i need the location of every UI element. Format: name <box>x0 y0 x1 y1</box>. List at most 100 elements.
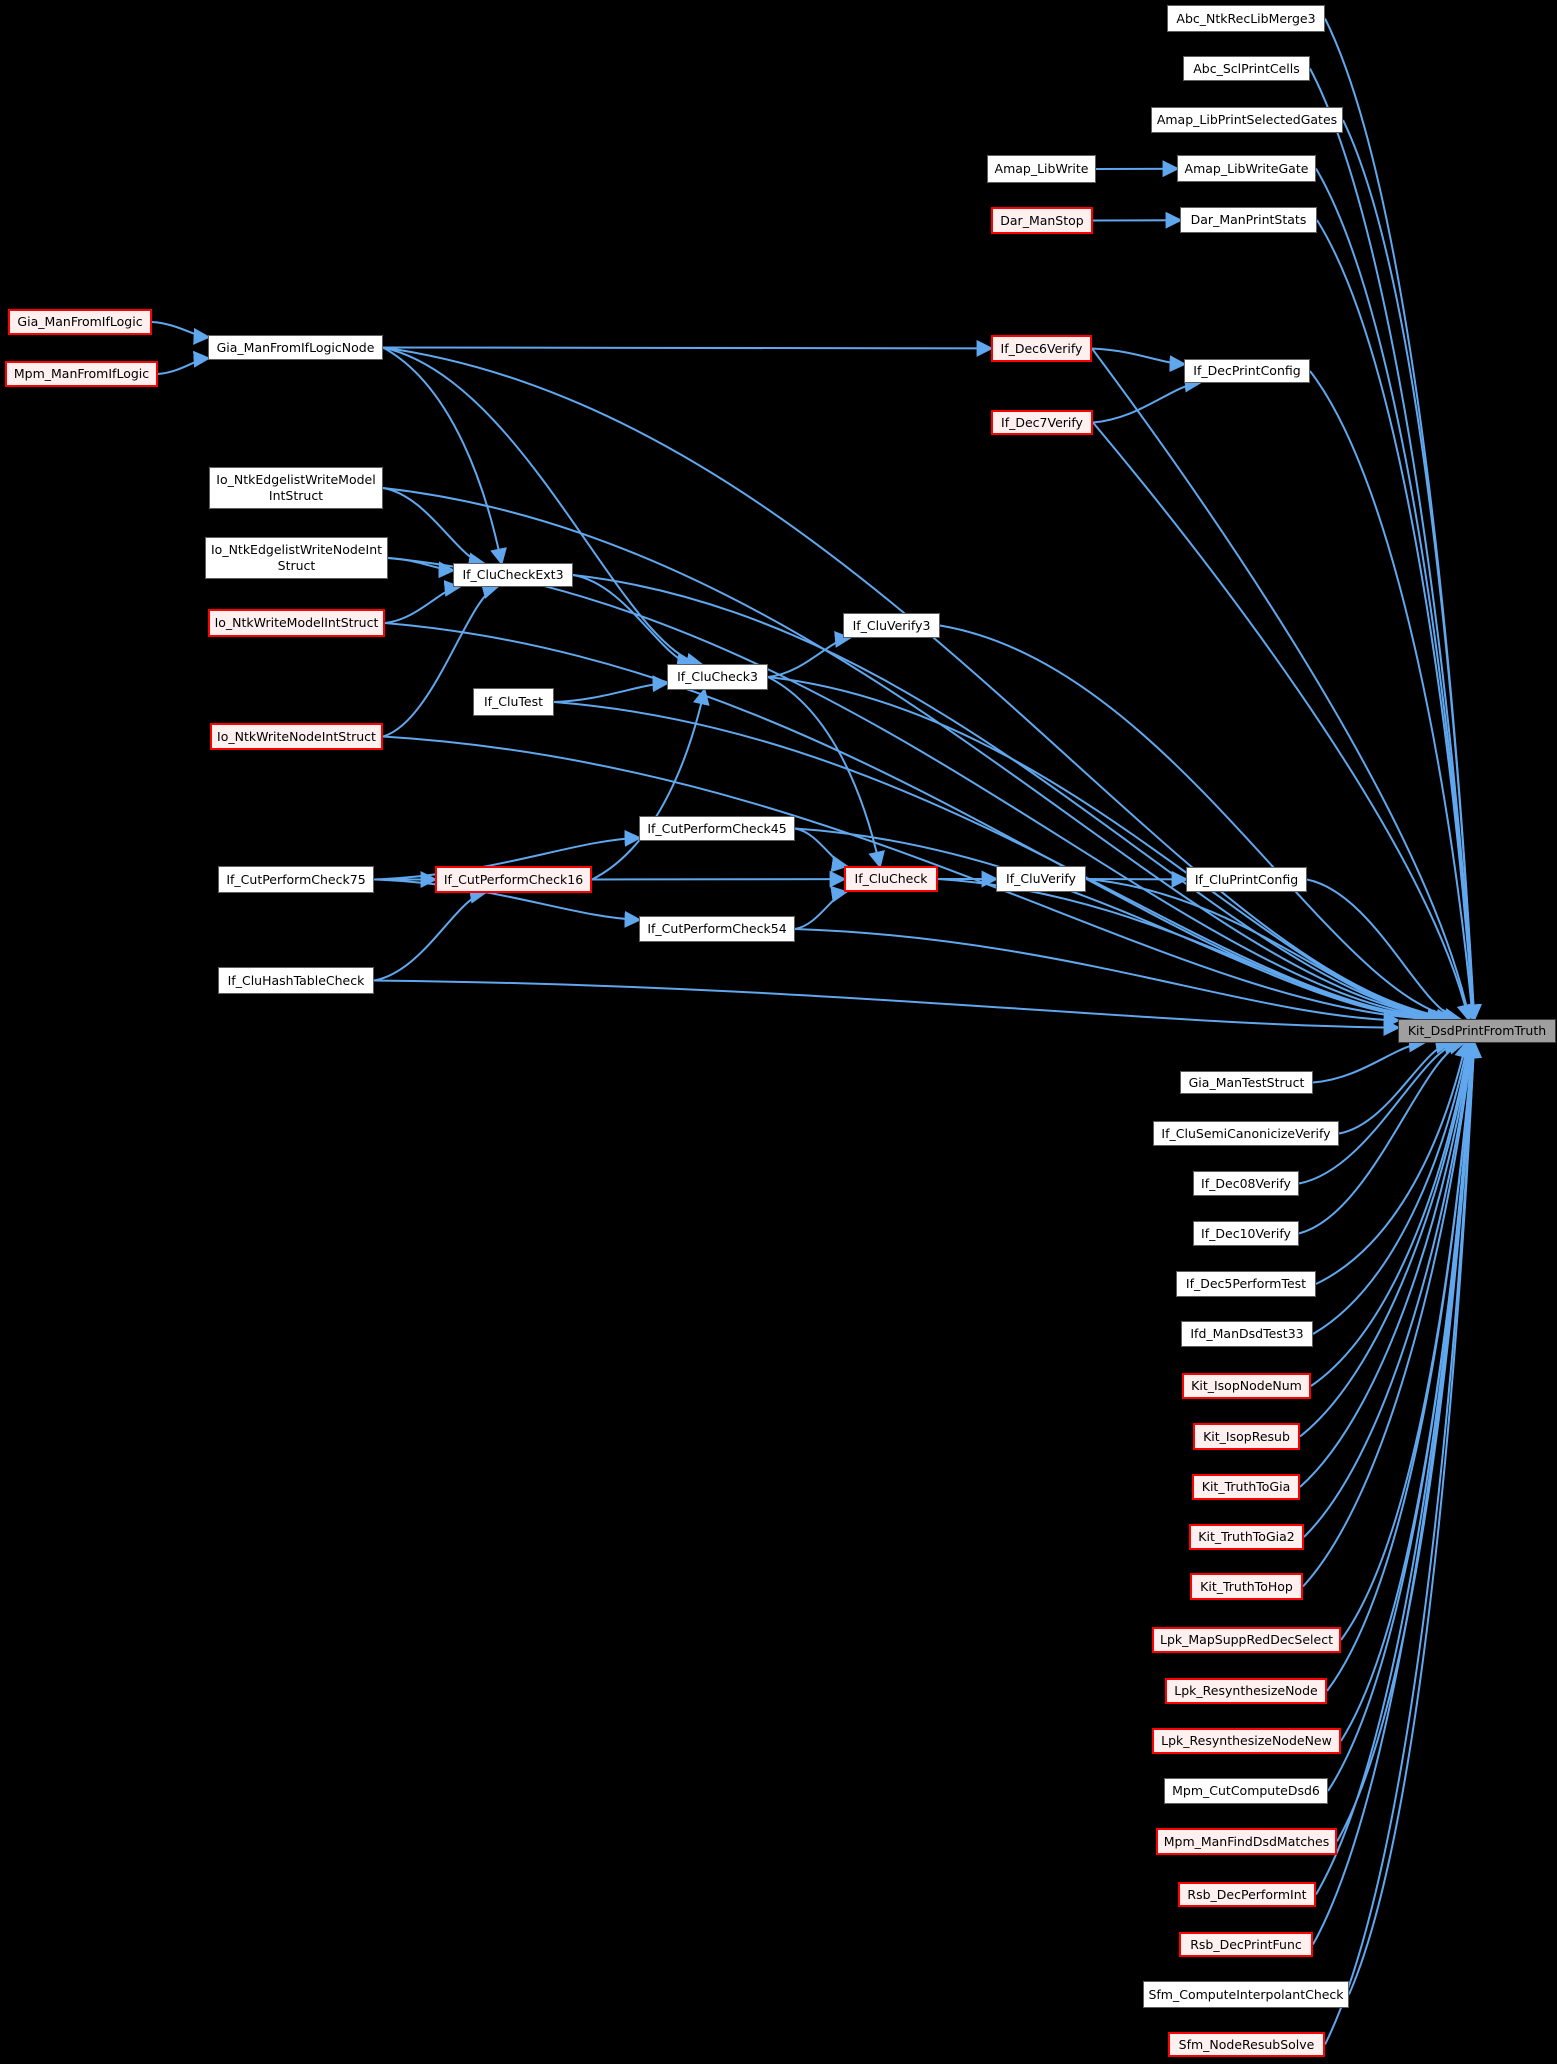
node-If_CutPerformCheck45[interactable]: If_CutPerformCheck45 <box>639 816 795 841</box>
node-If_CluPrintConfig[interactable]: If_CluPrintConfig <box>1186 867 1307 892</box>
node-Io_NtkWriteModelIntStruct[interactable]: Io_NtkWriteModelIntStruct <box>208 609 385 637</box>
node-Abc_NtkRecLibMerge3[interactable]: Abc_NtkRecLibMerge3 <box>1167 5 1325 32</box>
node-Gia_ManTestStruct[interactable]: Gia_ManTestStruct <box>1180 1071 1313 1094</box>
node-If_CutPerformCheck75[interactable]: If_CutPerformCheck75 <box>218 866 374 893</box>
node-Lpk_ResynthesizeNode[interactable]: Lpk_ResynthesizeNode <box>1165 1678 1327 1704</box>
edge-If_Dec5PerformTest-Kit_DsdPrintFromTruth <box>1315 1040 1471 1285</box>
edge-If_Dec08Verify-Kit_DsdPrintFromTruth <box>1298 1037 1462 1185</box>
edge-Gia_ManFromIfLogicNode-Kit_DsdPrintFromTruth <box>382 346 1459 1026</box>
node-Kit_TruthToHop[interactable]: Kit_TruthToHop <box>1190 1573 1303 1600</box>
edge-If_CutPerformCheck54-If_CluCheck <box>794 885 849 930</box>
edge-If_CluCheckExt3-If_CluCheck3 <box>572 574 694 671</box>
edge-Kit_TruthToGia-Kit_DsdPrintFromTruth <box>1299 1040 1478 1488</box>
edge-If_CluSemiCanonicizeVerify-Kit_DsdPrintFromTruth <box>1338 1036 1453 1135</box>
node-If_DecPrintConfig[interactable]: If_DecPrintConfig <box>1184 359 1310 383</box>
node-Rsb_DecPerformInt[interactable]: Rsb_DecPerformInt <box>1178 1882 1316 1907</box>
edge-Rsb_DecPrintFunc-Kit_DsdPrintFromTruth <box>1312 1040 1482 1945</box>
edge-If_CutPerformCheck75-If_CutPerformCheck45 <box>373 829 642 881</box>
node-If_Dec5PerformTest[interactable]: If_Dec5PerformTest <box>1176 1271 1316 1297</box>
node-Mpm_ManFromIfLogic[interactable]: Mpm_ManFromIfLogic <box>5 361 158 387</box>
edge-Mpm_ManFindDsdMatches-Kit_DsdPrintFromTruth <box>1336 1040 1482 1842</box>
node-Io_NtkEdgelistWriteModelIntStruct[interactable]: Io_NtkEdgelistWriteModel IntStruct <box>209 467 383 509</box>
node-Sfm_NodeResubSolve[interactable]: Sfm_NodeResubSolve <box>1168 2032 1325 2057</box>
edge-If_CluTest-If_CluCheck3 <box>553 675 670 703</box>
edge-If_Dec6Verify-If_DecPrintConfig <box>1091 347 1187 373</box>
edge-Ifd_ManDsdTest33-Kit_DsdPrintFromTruth <box>1312 1040 1474 1335</box>
node-Kit_DsdPrintFromTruth: Kit_DsdPrintFromTruth <box>1398 1019 1556 1043</box>
node-Lpk_ResynthesizeNodeNew[interactable]: Lpk_ResynthesizeNodeNew <box>1152 1728 1341 1754</box>
node-Kit_IsopResub[interactable]: Kit_IsopResub <box>1193 1423 1300 1450</box>
edge-Io_NtkEdgelistWriteModelIntStruct-If_CluCheckExt3 <box>382 487 486 570</box>
edge-Gia_ManFromIfLogicNode-If_CluCheckExt3 <box>382 346 507 566</box>
node-If_CluCheckExt3[interactable]: If_CluCheckExt3 <box>453 563 573 587</box>
edge-Kit_TruthToGia2-Kit_DsdPrintFromTruth <box>1303 1040 1479 1538</box>
node-If_Dec6Verify[interactable]: If_Dec6Verify <box>991 335 1092 362</box>
node-If_CluVerify[interactable]: If_CluVerify <box>996 866 1086 892</box>
edge-Mpm_ManFromIfLogic-Gia_ManFromIfLogicNode <box>157 350 211 375</box>
edge-If_Dec10Verify-Kit_DsdPrintFromTruth <box>1298 1038 1466 1235</box>
node-If_Dec7Verify[interactable]: If_Dec7Verify <box>991 410 1093 435</box>
edge-Sfm_NodeResubSolve-Kit_DsdPrintFromTruth <box>1324 1040 1482 2045</box>
node-Dar_ManStop[interactable]: Dar_ManStop <box>991 207 1093 234</box>
node-If_CluCheck[interactable]: If_CluCheck <box>844 866 938 892</box>
edge-Io_NtkEdgelistWriteNodeIntStruct-Kit_DsdPrintFromTruth <box>387 557 1450 1027</box>
node-Io_NtkWriteNodeIntStruct[interactable]: Io_NtkWriteNodeIntStruct <box>210 723 383 750</box>
edge-Lpk_ResynthesizeNode-Kit_DsdPrintFromTruth <box>1326 1040 1481 1692</box>
edge-If_CluHashTableCheck-If_CutPerformCheck16 <box>373 886 487 982</box>
edge-If_Dec7Verify-Kit_DsdPrintFromTruth <box>1092 421 1474 1022</box>
node-Dar_ManPrintStats[interactable]: Dar_ManPrintStats <box>1180 207 1317 233</box>
node-If_CutPerformCheck16[interactable]: If_CutPerformCheck16 <box>435 866 592 893</box>
node-If_Dec10Verify[interactable]: If_Dec10Verify <box>1193 1221 1299 1246</box>
edge-If_CutPerformCheck45-If_CluCheck <box>794 827 849 873</box>
node-Io_NtkEdgelistWriteNodeIntStruct[interactable]: Io_NtkEdgelistWriteNodeInt Struct <box>205 537 388 579</box>
edge-Gia_ManFromIfLogicNode-If_CluCheck3 <box>382 346 704 670</box>
node-Mpm_ManFindDsdMatches[interactable]: Mpm_ManFindDsdMatches <box>1156 1828 1337 1855</box>
edge-If_CluCheckExt3-Kit_DsdPrintFromTruth <box>572 574 1455 1026</box>
edge-Dar_ManPrintStats-Kit_DsdPrintFromTruth <box>1316 219 1482 1022</box>
node-Rsb_DecPrintFunc[interactable]: Rsb_DecPrintFunc <box>1179 1932 1313 1957</box>
edge-Kit_IsopResub-Kit_DsdPrintFromTruth <box>1299 1040 1477 1438</box>
edge-Abc_NtkRecLibMerge3-Kit_DsdPrintFromTruth <box>1324 18 1482 1022</box>
edge-If_CluVerify3-Kit_DsdPrintFromTruth <box>939 624 1463 1026</box>
node-If_Dec08Verify[interactable]: If_Dec08Verify <box>1193 1171 1299 1196</box>
node-Gia_ManFromIfLogicNode[interactable]: Gia_ManFromIfLogicNode <box>208 335 383 360</box>
edge-Io_NtkEdgelistWriteModelIntStruct-Kit_DsdPrintFromTruth <box>382 487 1454 1027</box>
edge-Kit_TruthToHop-Kit_DsdPrintFromTruth <box>1302 1040 1479 1588</box>
node-Ifd_ManDsdTest33[interactable]: Ifd_ManDsdTest33 <box>1181 1321 1313 1347</box>
edge-If_CutPerformCheck45-Kit_DsdPrintFromTruth <box>794 827 1435 1027</box>
node-If_CluHashTableCheck[interactable]: If_CluHashTableCheck <box>218 967 374 994</box>
edge-Abc_SclPrintCells-Kit_DsdPrintFromTruth <box>1309 68 1482 1022</box>
edge-Gia_ManFromIfLogicNode-If_Dec6Verify <box>382 339 994 357</box>
node-Lpk_MapSuppRedDecSelect[interactable]: Lpk_MapSuppRedDecSelect <box>1152 1627 1341 1653</box>
node-If_CutPerformCheck54[interactable]: If_CutPerformCheck54 <box>639 916 795 942</box>
node-Kit_TruthToGia2[interactable]: Kit_TruthToGia2 <box>1189 1524 1304 1550</box>
node-Amap_LibWriteGate[interactable]: Amap_LibWriteGate <box>1177 155 1316 182</box>
edge-Sfm_ComputeInterpolantCheck-Kit_DsdPrintFromTruth <box>1348 1040 1482 1995</box>
edge-If_CluPrintConfig-Kit_DsdPrintFromTruth <box>1306 878 1462 1025</box>
node-Gia_ManFromIfLogic[interactable]: Gia_ManFromIfLogic <box>8 309 152 335</box>
edge-If_Dec6Verify-Kit_DsdPrintFromTruth <box>1091 347 1475 1022</box>
node-Kit_TruthToGia[interactable]: Kit_TruthToGia <box>1192 1474 1300 1500</box>
node-Mpm_CutComputeDsd6[interactable]: Mpm_CutComputeDsd6 <box>1164 1778 1328 1804</box>
edge-If_CluVerify-Kit_DsdPrintFromTruth <box>1085 878 1446 1027</box>
node-If_CluTest[interactable]: If_CluTest <box>473 688 554 716</box>
node-Abc_SclPrintCells[interactable]: Abc_SclPrintCells <box>1183 56 1310 81</box>
edge-Gia_ManTestStruct-Kit_DsdPrintFromTruth <box>1312 1035 1426 1084</box>
edge-Lpk_ResynthesizeNodeNew-Kit_DsdPrintFromTruth <box>1340 1040 1481 1742</box>
edge-If_CluCheck3-Kit_DsdPrintFromTruth <box>767 676 1454 1026</box>
node-Amap_LibPrintSelectedGates[interactable]: Amap_LibPrintSelectedGates <box>1151 107 1343 133</box>
edge-If_CutPerformCheck16-If_CluCheck3 <box>591 687 710 881</box>
edge-If_CutPerformCheck75-If_CutPerformCheck54 <box>373 878 642 928</box>
edge-If_DecPrintConfig-Kit_DsdPrintFromTruth <box>1309 370 1480 1022</box>
edge-Kit_IsopNodeNum-Kit_DsdPrintFromTruth <box>1310 1040 1476 1387</box>
edge-Gia_ManFromIfLogic-Gia_ManFromIfLogicNode <box>151 321 211 345</box>
node-If_CluVerify3[interactable]: If_CluVerify3 <box>843 613 940 638</box>
node-Amap_LibWrite[interactable]: Amap_LibWrite <box>987 155 1096 183</box>
node-Kit_IsopNodeNum[interactable]: Kit_IsopNodeNum <box>1182 1373 1311 1399</box>
node-If_CluCheck3[interactable]: If_CluCheck3 <box>667 664 768 690</box>
node-Sfm_ComputeInterpolantCheck[interactable]: Sfm_ComputeInterpolantCheck <box>1143 1981 1349 2008</box>
edge-Amap_LibWriteGate-Kit_DsdPrintFromTruth <box>1315 167 1482 1022</box>
edge-If_Dec7Verify-If_DecPrintConfig <box>1092 375 1202 424</box>
node-If_CluSemiCanonicizeVerify[interactable]: If_CluSemiCanonicizeVerify <box>1153 1121 1339 1146</box>
